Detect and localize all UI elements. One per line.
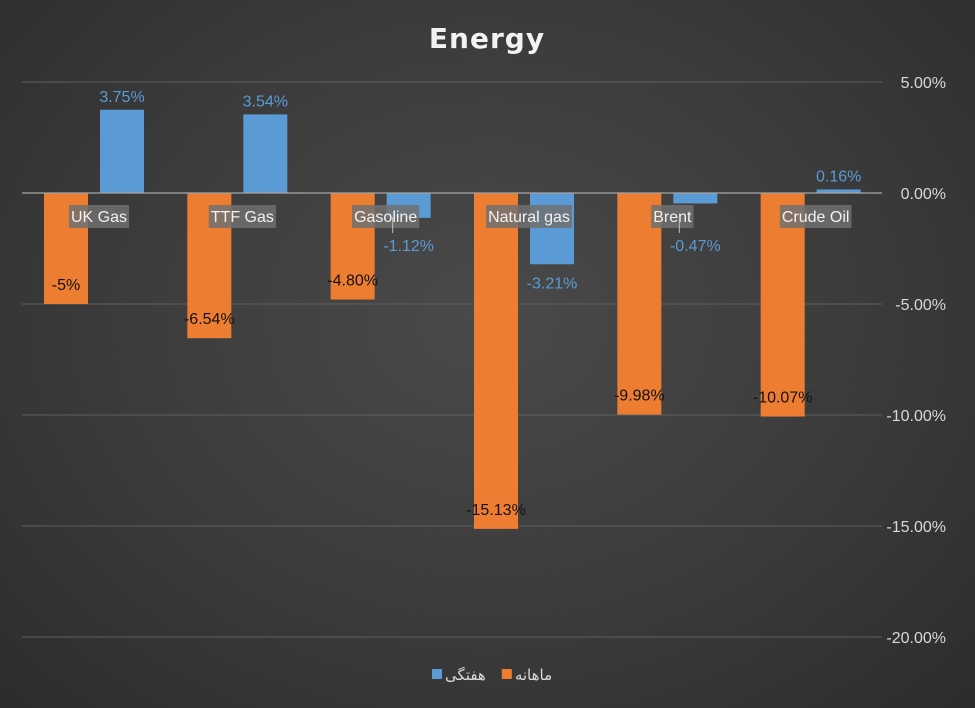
y-tick-label: -5.00% [895,297,946,314]
category-label: Gasoline [354,209,417,226]
data-labels: -5% 3.75% -6.54% 3.54% -4.80% -1.12% -15.13% -3… [52,89,862,519]
category-label: Brent [653,209,692,226]
data-label-monthly: -15.13% [466,502,526,519]
data-label-monthly: -6.54% [184,311,235,328]
legend-swatch [432,669,442,679]
y-axis: 5.00% 0.00% -5.00% -10.00% -15.00% -20.00% [886,75,946,647]
legend-label: هفتگی [445,666,486,684]
category-label-box [779,205,852,228]
category-label: Natural gas [488,209,570,226]
data-label-weekly: -1.12% [383,238,434,255]
y-tick-label: -15.00% [886,519,946,536]
bar-monthly [474,193,518,529]
bar-monthly [617,193,662,415]
data-label-weekly: 0.16% [816,168,861,185]
data-label-weekly: 3.54% [243,93,288,110]
bars [44,109,861,529]
category-label: Crude Oil [782,209,850,226]
category-label: TTF Gas [211,209,274,226]
gridlines [22,81,882,638]
category-label-box [68,205,130,228]
legend: هفتگی ماهانه [432,666,552,684]
category-label: UK Gas [71,209,127,226]
category-label-box [651,205,694,228]
data-label-monthly: -5% [52,277,80,294]
data-label-weekly: -0.47% [670,238,721,255]
data-label-monthly: -4.80% [327,273,378,290]
legend-label: ماهانه [515,667,552,684]
y-tick-label: 0.00% [901,186,946,203]
y-tick-label: 5.00% [901,75,946,92]
bar-weekly [100,109,144,193]
chart-title: Energy [429,22,545,55]
category-label-box [208,205,276,228]
bar-weekly [816,189,861,193]
data-label-weekly: 3.75% [99,89,144,106]
data-label-weekly: -3.21% [527,275,578,292]
category-label-box [486,205,572,228]
category-labels: UK Gas TTF Gas Gasoline Natural gas Brent Cru… [68,205,852,228]
data-label-monthly: -9.98% [614,388,665,405]
data-label-monthly: -10.07% [753,390,813,407]
category-label-box [352,205,420,228]
legend-swatch [501,669,512,679]
y-tick-label: -20.00% [886,630,946,647]
bar-weekly [243,114,288,193]
bar-monthly [760,193,805,417]
bar-weekly [673,193,718,204]
bar-weekly [530,193,574,265]
y-tick-label: -10.00% [886,408,946,425]
